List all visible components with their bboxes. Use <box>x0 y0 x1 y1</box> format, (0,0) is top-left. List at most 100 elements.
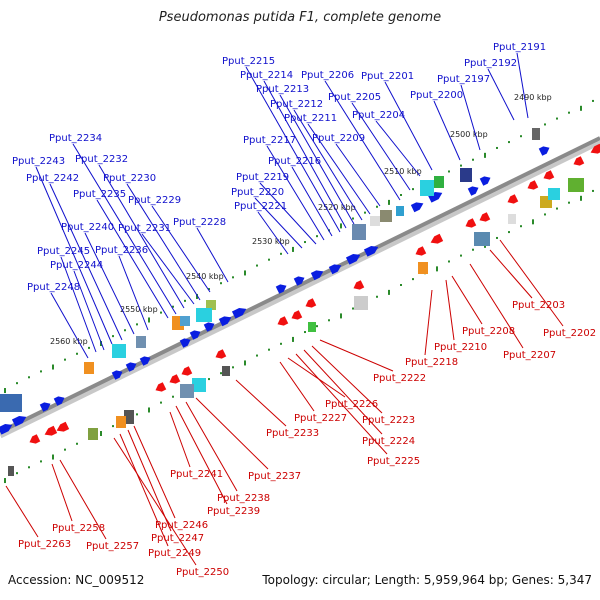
reverse-tick <box>328 319 330 322</box>
feature-box <box>84 362 94 374</box>
reverse-tick <box>160 401 162 404</box>
forward-gene-label: Pput_2244 <box>50 260 103 271</box>
reverse-gene-arrow <box>479 212 491 222</box>
forward-gene-leader <box>35 166 113 345</box>
reverse-tick <box>568 201 570 204</box>
reverse-gene-label: Pput_2227 <box>294 413 347 424</box>
forward-gene-leader <box>375 120 421 177</box>
forward-gene-leader <box>257 211 289 255</box>
reverse-gene-arrow <box>573 156 585 166</box>
reverse-gene-leader <box>311 345 383 414</box>
reverse-gene-label: Pput_2210 <box>434 342 487 353</box>
forward-tick <box>364 211 366 214</box>
forward-tick <box>496 146 498 149</box>
forward-gene-leader <box>84 232 135 335</box>
reverse-tick <box>268 348 270 351</box>
feature-box <box>460 168 472 182</box>
scale-label: 2530 kbp <box>252 237 290 246</box>
forward-tick <box>340 223 342 229</box>
forward-gene-leader <box>516 52 529 119</box>
reverse-gene-leader <box>169 411 191 468</box>
reverse-tick <box>412 278 414 281</box>
forward-gene-leader <box>98 164 185 309</box>
forward-gene-label: Pput_2217 <box>243 135 296 146</box>
feature-box <box>380 210 392 222</box>
reverse-gene-arrow <box>543 170 555 180</box>
reverse-gene-leader <box>59 459 107 540</box>
forward-tick <box>268 258 270 261</box>
scale-label: 2540 kbp <box>186 272 224 281</box>
reverse-tick <box>232 366 234 369</box>
reverse-gene-leader <box>451 275 483 325</box>
reverse-gene-arrow <box>29 434 41 444</box>
forward-tick <box>244 270 246 276</box>
forward-tick <box>472 158 474 161</box>
feature-box <box>8 466 14 476</box>
forward-tick <box>196 293 198 299</box>
reverse-tick <box>376 295 378 298</box>
forward-gene-label: Pput_2221 <box>234 201 287 212</box>
scale-label: 2520 kbp <box>318 203 356 212</box>
reverse-tick <box>256 354 258 357</box>
feature-box <box>112 344 126 358</box>
reverse-gene-arrow <box>430 233 444 244</box>
forward-gene-label: Pput_2240 <box>61 222 114 233</box>
reverse-gene-label: Pput_2257 <box>86 541 139 552</box>
reverse-gene-arrow <box>353 280 365 290</box>
feature-box <box>568 178 584 192</box>
forward-gene-label: Pput_2211 <box>284 113 337 124</box>
reverse-gene-arrow <box>465 218 477 228</box>
reverse-gene-leader <box>295 353 388 455</box>
reverse-gene-arrow <box>169 374 181 384</box>
forward-gene-arrow <box>345 253 361 265</box>
reverse-gene-leader <box>119 433 169 547</box>
scale-label: 2550 kbp <box>120 305 158 314</box>
feature-box <box>0 394 22 412</box>
feature-box <box>116 416 126 428</box>
reverse-tick <box>352 307 354 310</box>
forward-tick <box>28 376 30 379</box>
forward-gene-arrow <box>231 307 247 319</box>
forward-gene-leader <box>141 233 195 305</box>
feature-box <box>206 300 216 310</box>
forward-gene-leader <box>49 183 123 341</box>
forward-gene-label: Pput_2200 <box>410 90 463 101</box>
reverse-gene-arrow <box>181 366 193 376</box>
forward-gene-arrow <box>275 284 287 294</box>
reverse-gene-label: Pput_2208 <box>462 326 515 337</box>
reverse-gene-leader <box>113 437 197 566</box>
forward-gene-arrow <box>479 176 491 186</box>
forward-tick <box>184 299 186 302</box>
feature-box <box>124 410 134 424</box>
forward-gene-leader <box>72 143 177 315</box>
forward-gene-arrow <box>139 356 151 366</box>
reverse-tick <box>544 213 546 216</box>
feature-box <box>474 232 490 246</box>
forward-gene-arrow <box>467 186 479 196</box>
forward-tick <box>544 123 546 126</box>
feature-box <box>418 262 428 274</box>
genome-summary-text: Topology: circular; Length: 5,959,964 bp… <box>262 573 592 587</box>
reverse-gene-leader <box>489 249 533 299</box>
forward-tick <box>160 311 162 314</box>
reverse-tick <box>148 407 150 413</box>
forward-gene-label: Pput_2236 <box>95 245 148 256</box>
reverse-tick <box>460 254 462 257</box>
forward-tick <box>388 199 390 205</box>
forward-gene-leader <box>96 199 169 319</box>
reverse-gene-arrow <box>155 382 167 392</box>
reverse-gene-label: Pput_2249 <box>148 548 201 559</box>
reverse-gene-leader <box>445 279 455 341</box>
forward-tick <box>64 358 66 361</box>
reverse-gene-arrow <box>507 194 519 204</box>
accession-text: Accession: NC_009512 <box>8 573 145 587</box>
reverse-tick <box>556 207 558 210</box>
forward-gene-label: Pput_2215 <box>222 56 275 67</box>
feature-box <box>352 224 366 240</box>
forward-tick <box>232 276 234 279</box>
forward-gene-label: Pput_2206 <box>301 70 354 81</box>
forward-gene-arrow <box>328 264 342 275</box>
forward-gene-arrow <box>11 415 27 427</box>
forward-gene-leader <box>335 143 381 207</box>
